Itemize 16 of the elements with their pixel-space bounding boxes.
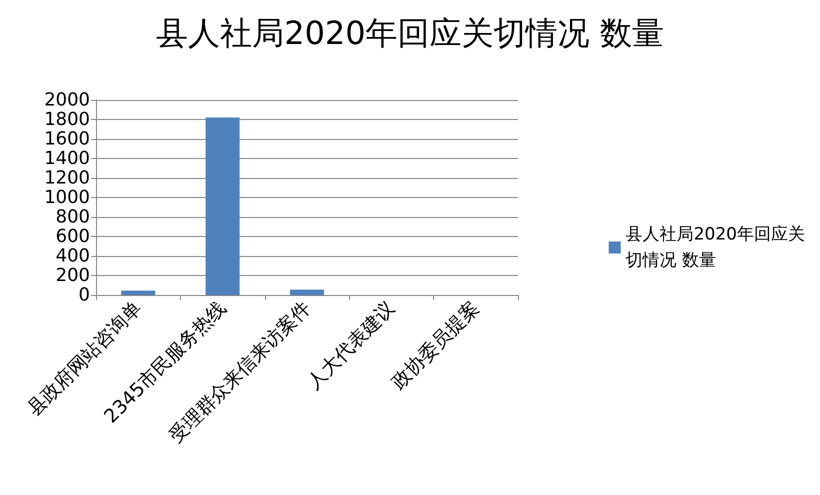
y-tick-label: 400 bbox=[56, 246, 90, 266]
bar bbox=[290, 290, 324, 295]
y-tick-label: 0 bbox=[78, 284, 90, 306]
y-tick-label: 2000 bbox=[44, 90, 90, 110]
y-tick-label: 1600 bbox=[44, 128, 90, 150]
legend-label: 县人社局2020年回应关切情况 数量 bbox=[626, 224, 805, 270]
bar bbox=[121, 290, 156, 295]
y-tick-label: 200 bbox=[56, 265, 90, 286]
y-tick-label: 1200 bbox=[44, 168, 90, 188]
chart-title: 县人社局2020年回应关切情况 数量 bbox=[156, 14, 664, 52]
y-tick-label: 600 bbox=[56, 226, 90, 247]
bar bbox=[206, 118, 240, 295]
y-tick-label: 1800 bbox=[44, 109, 90, 130]
y-tick-label: 1400 bbox=[44, 148, 90, 169]
y-tick-label: 800 bbox=[56, 206, 90, 228]
y-tick-label: 1000 bbox=[44, 187, 90, 208]
